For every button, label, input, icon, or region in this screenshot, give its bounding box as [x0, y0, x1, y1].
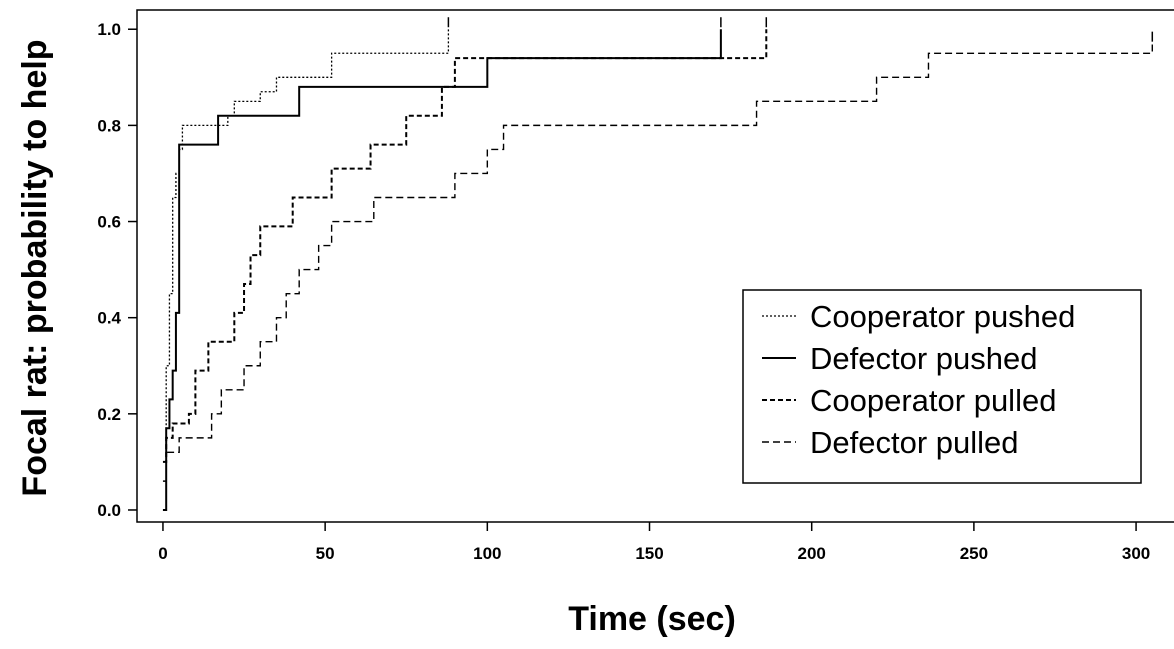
x-tick-label: 200 [798, 544, 826, 563]
x-axis: 0 50 100 150 200 250 300 [158, 522, 1150, 563]
legend-label: Defector pushed [810, 341, 1037, 376]
x-tick-label: 50 [316, 544, 335, 563]
y-axis-title: Focal rat: probability to help [16, 39, 54, 496]
y-axis: 0.0 0.2 0.4 0.6 0.8 1.0 [97, 20, 137, 520]
x-axis-title: Time (sec) [568, 600, 736, 638]
legend-box [742, 289, 1142, 484]
x-tick-label: 250 [960, 544, 988, 563]
series-line-4 [162, 43, 1153, 482]
y-tick-label: 0.4 [97, 309, 121, 328]
y-tick-label: 1.0 [97, 20, 121, 39]
x-tick-label: 150 [635, 544, 663, 563]
y-tick-label: 0.0 [97, 501, 121, 520]
y-tick-label: 0.2 [97, 405, 121, 424]
series-line-2 [162, 29, 722, 511]
x-tick-label: 100 [473, 544, 501, 563]
x-tick-label: 300 [1122, 544, 1150, 563]
legend-label: Cooperator pushed [810, 299, 1075, 334]
y-tick-label: 0.8 [97, 116, 121, 135]
series-line-3 [162, 29, 768, 463]
series-layer [162, 17, 1154, 511]
x-tick-label: 0 [158, 544, 167, 563]
legend: Cooperator pushed Defector pushed Cooperat… [742, 289, 1142, 484]
legend-label: Defector pulled [810, 425, 1019, 460]
legend-label: Cooperator pulled [810, 383, 1056, 418]
y-tick-label: 0.6 [97, 213, 121, 232]
plot-frame [136, 9, 1174, 523]
